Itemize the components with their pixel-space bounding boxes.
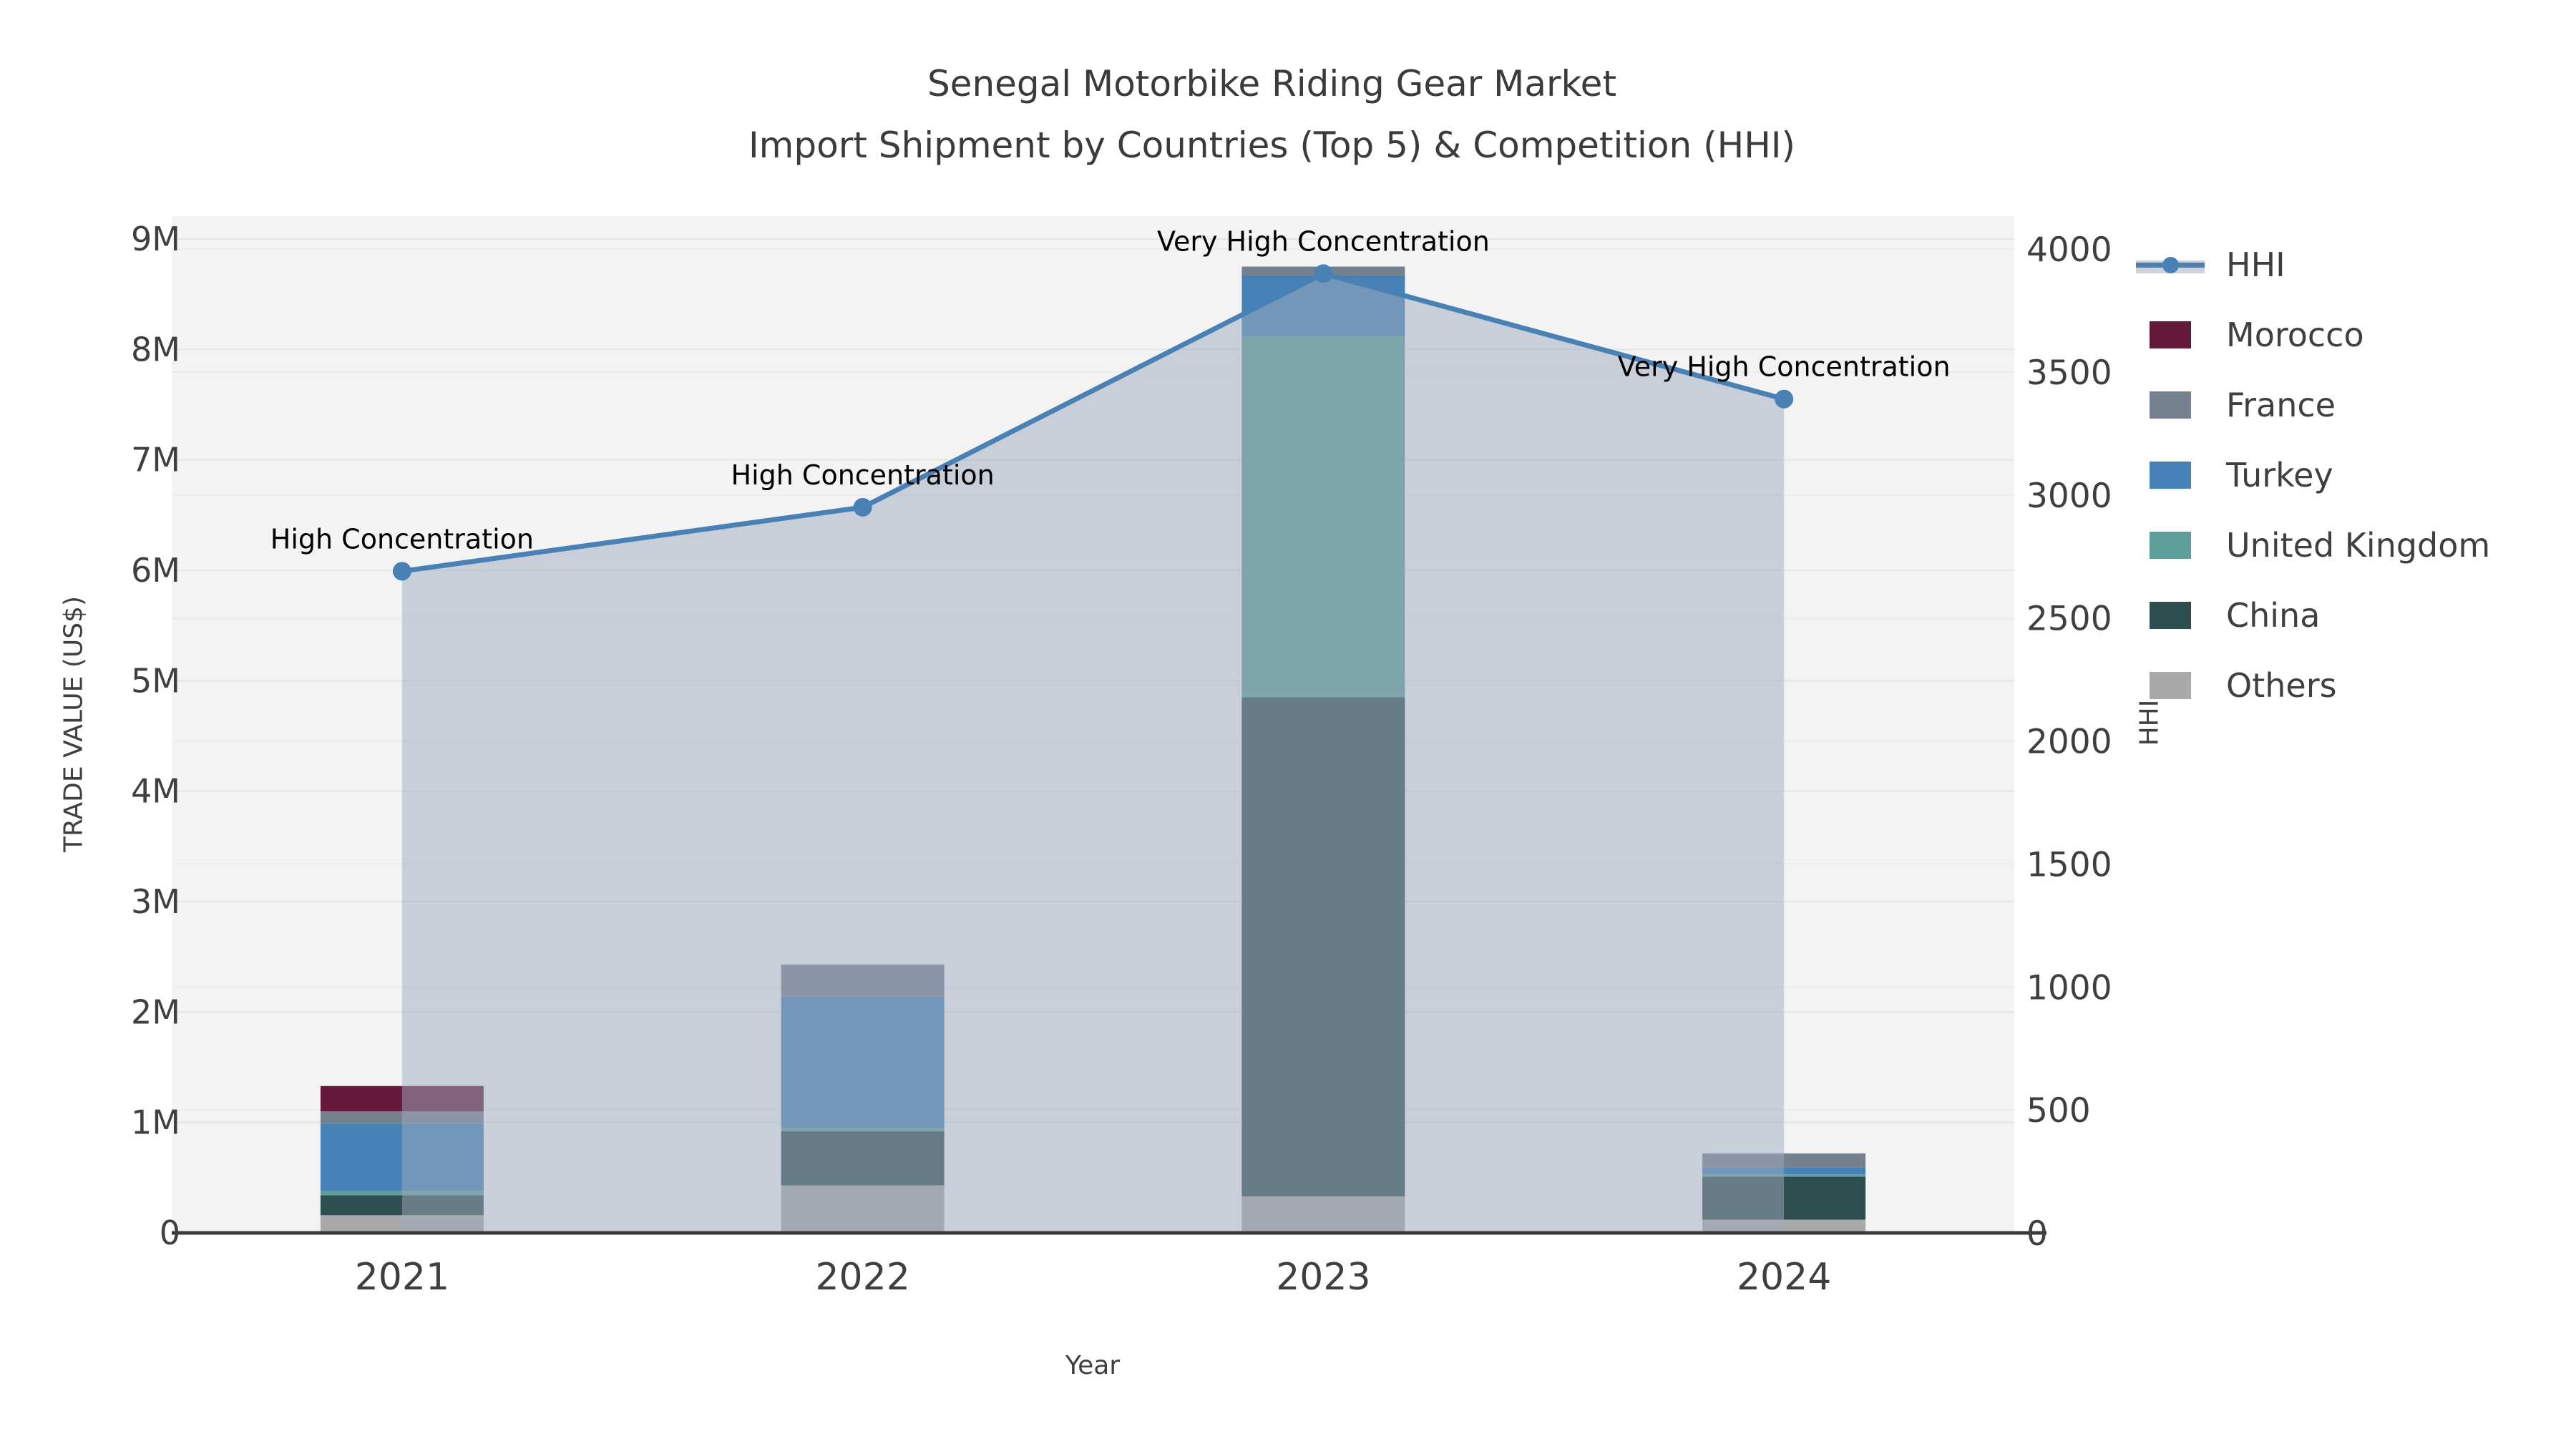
hhi-line-sample-icon	[2136, 250, 2205, 279]
legend: HHI Morocco France Turkey United Kingdom Chin…	[2136, 245, 2491, 739]
x-tick-2021: 2021	[355, 1256, 449, 1299]
y-right-tick-2500: 2500	[2026, 600, 2112, 639]
y-left-tick-7M: 7M	[131, 441, 180, 479]
y-left-tick-1M: 1M	[131, 1103, 180, 1142]
hhi-marker-2022	[853, 497, 872, 517]
legend-label: Morocco	[2226, 316, 2364, 354]
y-left-tick-0: 0	[160, 1214, 180, 1252]
legend-swatch-column	[2136, 462, 2205, 489]
y-right-tick-4000: 4000	[2026, 230, 2112, 270]
legend-swatch-column	[2136, 532, 2205, 559]
legend-item-hhi: HHI	[2136, 245, 2490, 284]
annotation-2021: High Concentration	[270, 523, 534, 555]
legend-label: United Kingdom	[2226, 526, 2491, 565]
y-left-tick-5M: 5M	[131, 661, 180, 700]
x-axis-label: Year	[1065, 1351, 1121, 1380]
legend-item-china: China	[2136, 596, 2490, 635]
france-swatch	[2150, 391, 2191, 419]
hhi-marker-2024	[1775, 389, 1794, 409]
legend-item-others: Others	[2136, 666, 2490, 705]
legend-line-dot	[2162, 257, 2179, 273]
legend-item-france: France	[2136, 386, 2490, 424]
y-right-tick-3500: 3500	[2026, 353, 2112, 393]
hhi-line-sample	[2136, 250, 2205, 279]
y-right-tick-500: 500	[2026, 1091, 2091, 1131]
hhi-line	[401, 270, 1785, 574]
legend-swatch-column	[2136, 672, 2205, 699]
annotation-2022: High Concentration	[731, 459, 995, 491]
annotation-2024: Very High Concentration	[1618, 351, 1951, 383]
others-swatch	[2150, 672, 2191, 699]
y-left-tick-4M: 4M	[131, 772, 180, 811]
x-tick-2022: 2022	[815, 1256, 909, 1299]
y-left-tick-9M: 9M	[131, 220, 180, 258]
morocco-swatch	[2150, 321, 2191, 348]
y-axis-left-label: TRADE VALUE (US$)	[59, 595, 89, 853]
legend-item-morocco: Morocco	[2136, 316, 2490, 354]
chart-title-line1: Senegal Motorbike Riding Gear Market	[927, 63, 1617, 104]
annotation-2023: Very High Concentration	[1157, 225, 1490, 257]
legend-label: HHI	[2226, 245, 2285, 284]
legend-label: Turkey	[2226, 456, 2333, 494]
y-right-tick-1000: 1000	[2026, 968, 2112, 1008]
x-tick-2024: 2024	[1737, 1256, 1831, 1299]
legend-label: China	[2226, 596, 2321, 635]
y-left-tick-2M: 2M	[131, 992, 180, 1031]
y-left-tick-8M: 8M	[131, 330, 180, 369]
legend-swatch-column	[2136, 602, 2205, 629]
united-kingdom-swatch	[2150, 532, 2191, 559]
legend-swatch-column	[2136, 391, 2205, 419]
legend-item-united-kingdom: United Kingdom	[2136, 526, 2491, 565]
hhi-marker-2021	[392, 562, 411, 581]
legend-swatch-column	[2136, 321, 2205, 348]
china-swatch	[2150, 602, 2191, 629]
hhi-area-fill	[401, 273, 1785, 1233]
turkey-swatch	[2150, 462, 2191, 489]
y-right-tick-1500: 1500	[2026, 845, 2112, 884]
legend-label: Others	[2226, 666, 2337, 705]
y-left-tick-6M: 6M	[131, 551, 180, 590]
x-tick-2023: 2023	[1276, 1256, 1370, 1299]
y-left-tick-3M: 3M	[131, 882, 180, 921]
y-right-tick-2000: 2000	[2026, 723, 2112, 762]
chart-title-line2: Import Shipment by Countries (Top 5) & C…	[748, 125, 1796, 166]
legend-label: France	[2226, 386, 2336, 424]
hhi-marker-2023	[1314, 264, 1333, 283]
legend-item-turkey: Turkey	[2136, 456, 2490, 494]
y-right-tick-3000: 3000	[2026, 477, 2112, 516]
y-right-tick-0: 0	[2026, 1214, 2048, 1254]
